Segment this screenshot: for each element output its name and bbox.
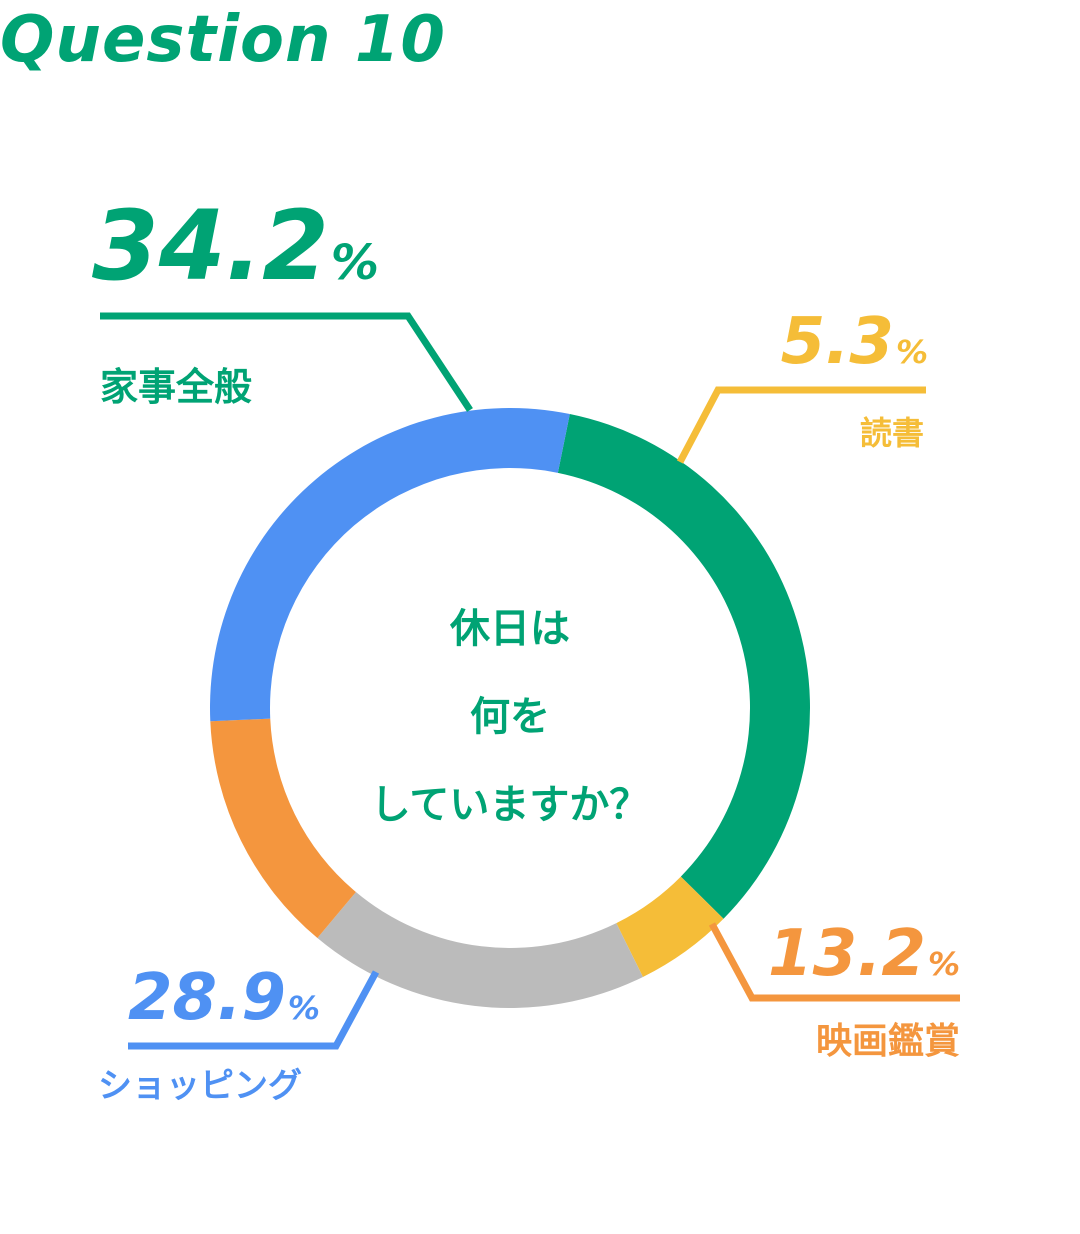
donut-slice	[557, 414, 811, 919]
leader-lines	[100, 312, 960, 1050]
center-question-line: 何を	[470, 694, 550, 740]
donut-slice	[317, 892, 643, 1009]
center-question-line: していますか？	[370, 782, 650, 828]
slice-category-label: ショッピング	[98, 1066, 302, 1106]
leader-line	[708, 922, 960, 1002]
donut-slice	[616, 876, 724, 977]
leader-line	[128, 970, 380, 1050]
donut-slices	[210, 408, 811, 1009]
center-question: 休日は 何を していますか？	[360, 585, 660, 849]
page-title: Question 10	[0, 3, 446, 77]
slice-value-label: 5.3%	[780, 305, 928, 379]
donut-slice	[210, 408, 570, 722]
slice-value-label: 34.2%	[92, 190, 379, 302]
slice-value-label: 13.2%	[768, 917, 960, 991]
slice-category-label: 家事全般	[100, 365, 253, 409]
donut-slice	[210, 718, 356, 939]
leader-line	[100, 312, 473, 412]
center-question-line: 休日は	[450, 606, 570, 652]
slice-category-label: 読書	[859, 414, 924, 452]
leader-line	[676, 386, 926, 464]
slice-value-label: 28.9%	[128, 961, 320, 1035]
slice-category-label: 映画鑑賞	[815, 1021, 960, 1062]
